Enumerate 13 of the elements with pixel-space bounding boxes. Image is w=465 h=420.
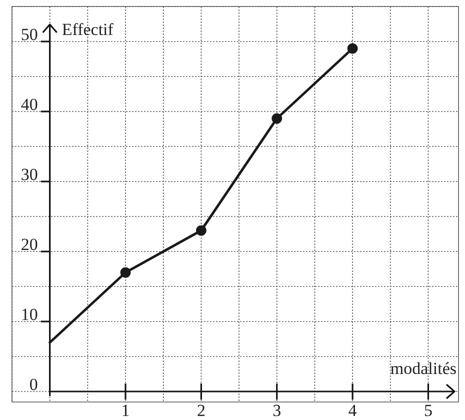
y-tick-label: 0 [29,374,38,394]
y-axis-title: Effectif [62,20,114,39]
x-tick-label: 3 [272,401,282,420]
x-tick-label: 5 [424,401,432,420]
y-tick-label: 30 [20,164,38,184]
y-tick-label: 20 [20,234,38,254]
x-tick-label: 2 [196,401,206,420]
y-tick-label: 40 [20,94,38,114]
x-tick-label: 1 [121,401,130,420]
y-tick-label: 10 [20,304,38,324]
x-tick-label: 4 [348,401,358,420]
x-axis-title: modalités [390,358,456,378]
y-tick-label: 50 [20,24,38,44]
